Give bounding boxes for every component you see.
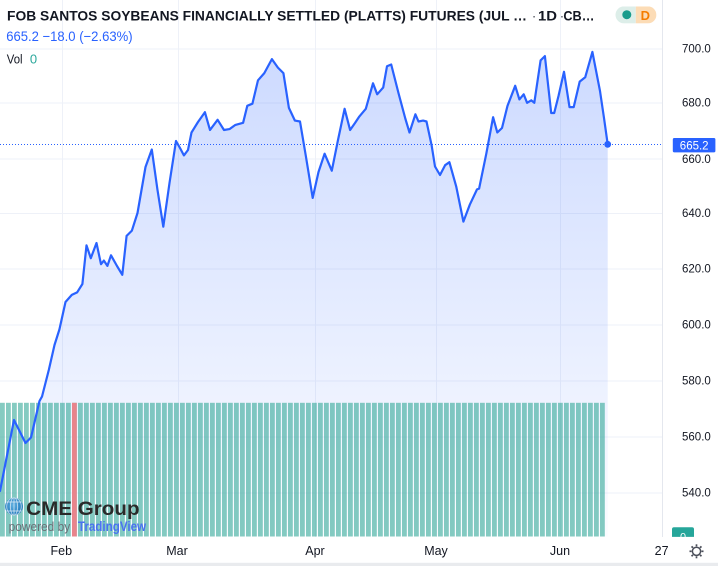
svg-text:powered by: powered by (9, 519, 71, 534)
svg-text:1D: 1D (538, 7, 557, 23)
svg-text:620.0: 620.0 (682, 264, 711, 276)
svg-text:CB…: CB… (563, 7, 594, 23)
svg-text:580.0: 580.0 (682, 376, 711, 388)
svg-text:660.0: 660.0 (682, 154, 711, 166)
svg-text:0: 0 (30, 51, 37, 66)
svg-text:Vol: Vol (7, 52, 23, 66)
svg-text:0: 0 (680, 531, 686, 543)
svg-text:CME Group: CME Group (26, 498, 139, 520)
svg-text:Apr: Apr (305, 544, 324, 558)
svg-text:TradingView: TradingView (78, 519, 147, 534)
svg-text:540.0: 540.0 (682, 488, 711, 500)
svg-text:·: · (560, 7, 565, 23)
svg-text:Jun: Jun (550, 544, 570, 558)
svg-text:665.2: 665.2 (680, 141, 709, 153)
svg-text:665.2 −18.0 (−2.63%): 665.2 −18.0 (−2.63%) (6, 28, 132, 44)
svg-text:FOB SANTOS SOYBEANS FINANCIALL: FOB SANTOS SOYBEANS FINANCIALLY SETTLED … (7, 7, 527, 23)
svg-text:May: May (424, 544, 448, 558)
svg-text:Mar: Mar (166, 544, 188, 558)
svg-text:27: 27 (655, 544, 669, 558)
svg-text:·: · (532, 7, 537, 23)
svg-text:680.0: 680.0 (682, 98, 711, 110)
svg-text:600.0: 600.0 (682, 320, 711, 332)
svg-text:700.0: 700.0 (682, 44, 711, 56)
svg-text:D: D (641, 8, 650, 23)
svg-text:Feb: Feb (51, 544, 73, 558)
svg-text:640.0: 640.0 (682, 208, 711, 220)
svg-text:560.0: 560.0 (682, 432, 711, 444)
